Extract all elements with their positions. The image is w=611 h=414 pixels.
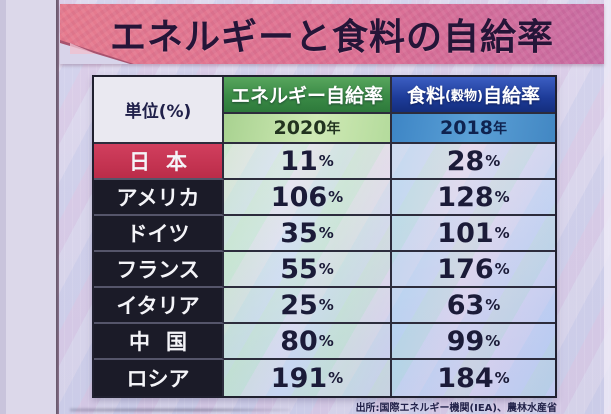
energy-value-italy: 25%: [224, 288, 392, 324]
food-header-rest: 自給率: [482, 85, 540, 107]
country-label: 日本: [129, 150, 203, 174]
food-value-china: 99%: [392, 324, 555, 360]
selfsufficiency-table: 単位(%) エネルギー自給率 食料 (穀物) 自給率 2020 年 2018 年 日本 …: [92, 75, 557, 398]
value-number: 176: [437, 253, 494, 285]
country-label: イタリア: [116, 294, 200, 318]
banner-corner-curl: [70, 43, 96, 54]
percent-sign: %: [485, 296, 501, 314]
country-label: アメリカ: [116, 186, 200, 210]
unit-header-cell: 単位(%): [94, 77, 224, 144]
food-year-cell: 2018 年: [392, 114, 555, 144]
value-number: 191: [270, 362, 328, 394]
percent-sign: %: [318, 152, 334, 170]
value-number: 99: [446, 325, 485, 357]
energy-column-header: エネルギー自給率: [224, 77, 392, 114]
screen-bottom-artifact: [70, 407, 290, 413]
country-label: ドイツ: [126, 222, 190, 246]
value-number: 25: [280, 289, 318, 321]
food-column-header: 食料 (穀物) 自給率: [392, 77, 555, 114]
country-label: フランス: [116, 258, 200, 282]
energy-year-unit: 年: [326, 121, 341, 137]
food-year: 2018: [440, 117, 493, 139]
food-value-france: 176%: [392, 252, 555, 288]
food-value-italy: 63%: [392, 288, 555, 324]
food-year-unit: 年: [492, 121, 507, 137]
food-header-grain-note: (穀物): [445, 89, 483, 104]
energy-value-russia: 191%: [224, 360, 392, 396]
percent-sign: %: [328, 369, 344, 387]
percent-sign: %: [318, 296, 334, 314]
energy-year: 2020: [273, 117, 327, 139]
food-header-main: 食料: [407, 85, 446, 107]
page-title: エネルギーと食料の自給率: [109, 17, 554, 58]
source-attribution: 出所:国際エネルギー機関(IEA)、農林水産省: [355, 403, 557, 414]
country-cell-china: 中国: [94, 324, 224, 360]
energy-value-germany: 35%: [224, 216, 392, 252]
value-number: 101: [437, 217, 494, 249]
country-label: 中国: [129, 330, 203, 354]
food-value-germany: 101%: [392, 216, 555, 252]
value-number: 184: [437, 362, 494, 394]
percent-sign: %: [494, 369, 510, 387]
energy-value-usa: 106%: [224, 180, 392, 216]
screen-seam-line: [56, 0, 59, 414]
percent-sign: %: [318, 260, 334, 278]
value-number: 63: [446, 289, 485, 321]
screen-right-edge: [604, 0, 611, 414]
value-number: 80: [280, 325, 318, 357]
food-value-japan: 28%: [392, 144, 555, 180]
country-cell-italy: イタリア: [94, 288, 224, 324]
country-label: ロシア: [126, 367, 190, 391]
value-number: 35: [280, 217, 318, 249]
country-cell-japan: 日本: [94, 144, 224, 180]
value-number: 128: [437, 181, 494, 213]
value-number: 106: [270, 181, 328, 213]
food-value-usa: 128%: [392, 180, 555, 216]
energy-value-france: 55%: [224, 252, 392, 288]
country-cell-france: フランス: [94, 252, 224, 288]
percent-sign: %: [485, 332, 501, 350]
percent-sign: %: [485, 152, 501, 170]
value-number: 55: [280, 253, 318, 285]
energy-value-china: 80%: [224, 324, 392, 360]
screen-left-edge: [0, 0, 56, 414]
energy-value-japan: 11%: [224, 144, 392, 180]
percent-sign: %: [318, 332, 334, 350]
percent-sign: %: [328, 188, 344, 206]
title-banner: エネルギーと食料の自給率: [60, 4, 604, 64]
percent-sign: %: [494, 224, 510, 242]
energy-year-cell: 2020 年: [224, 114, 392, 144]
country-cell-russia: ロシア: [94, 360, 224, 396]
country-cell-germany: ドイツ: [94, 216, 224, 252]
percent-sign: %: [318, 224, 334, 242]
percent-sign: %: [494, 260, 510, 278]
percent-sign: %: [494, 188, 510, 206]
value-number: 28: [446, 145, 485, 177]
food-value-russia: 184%: [392, 360, 555, 396]
value-number: 11: [280, 145, 318, 177]
country-cell-usa: アメリカ: [94, 180, 224, 216]
